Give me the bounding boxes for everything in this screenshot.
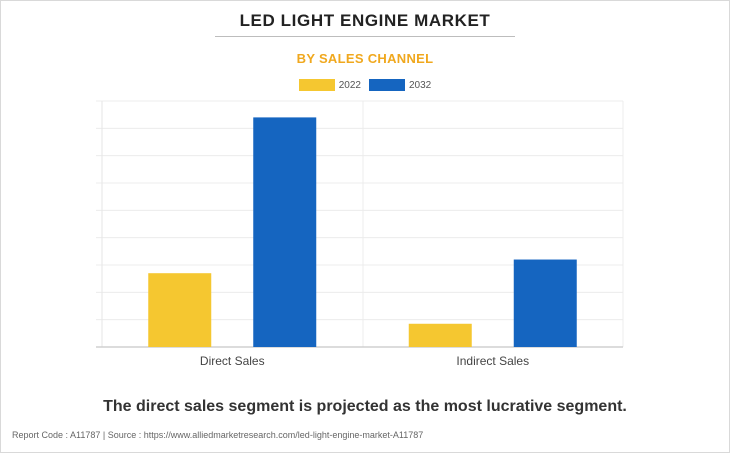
legend: 2022 2032	[0, 79, 730, 91]
legend-swatch-2022	[298, 79, 335, 91]
x-tick-label-indirect-sales: Indirect Sales	[456, 354, 529, 368]
legend-label-2022: 2022	[338, 79, 361, 91]
title-divider	[215, 36, 515, 37]
legend-swatch-2032	[369, 79, 405, 91]
chart-subtitle: BY SALES CHANNEL	[296, 51, 434, 66]
source-footer: Report Code : A11787 | Source : https://…	[12, 430, 424, 440]
legend-item-2032: 2032	[369, 79, 431, 91]
legend-item-2022: 2022	[298, 79, 361, 91]
chart-title: LED LIGHT ENGINE MARKET	[239, 11, 491, 30]
bar-indirect-sales-2022	[408, 323, 472, 347]
chart-caption: The direct sales segment is projected as…	[103, 398, 627, 415]
bar-indirect-sales-2032	[513, 259, 577, 347]
legend-label-2032: 2032	[409, 79, 432, 91]
bar-direct-sales-2022	[148, 273, 212, 347]
x-tick-label-direct-sales: Direct Sales	[200, 354, 265, 368]
bar-direct-sales-2032	[253, 117, 317, 348]
